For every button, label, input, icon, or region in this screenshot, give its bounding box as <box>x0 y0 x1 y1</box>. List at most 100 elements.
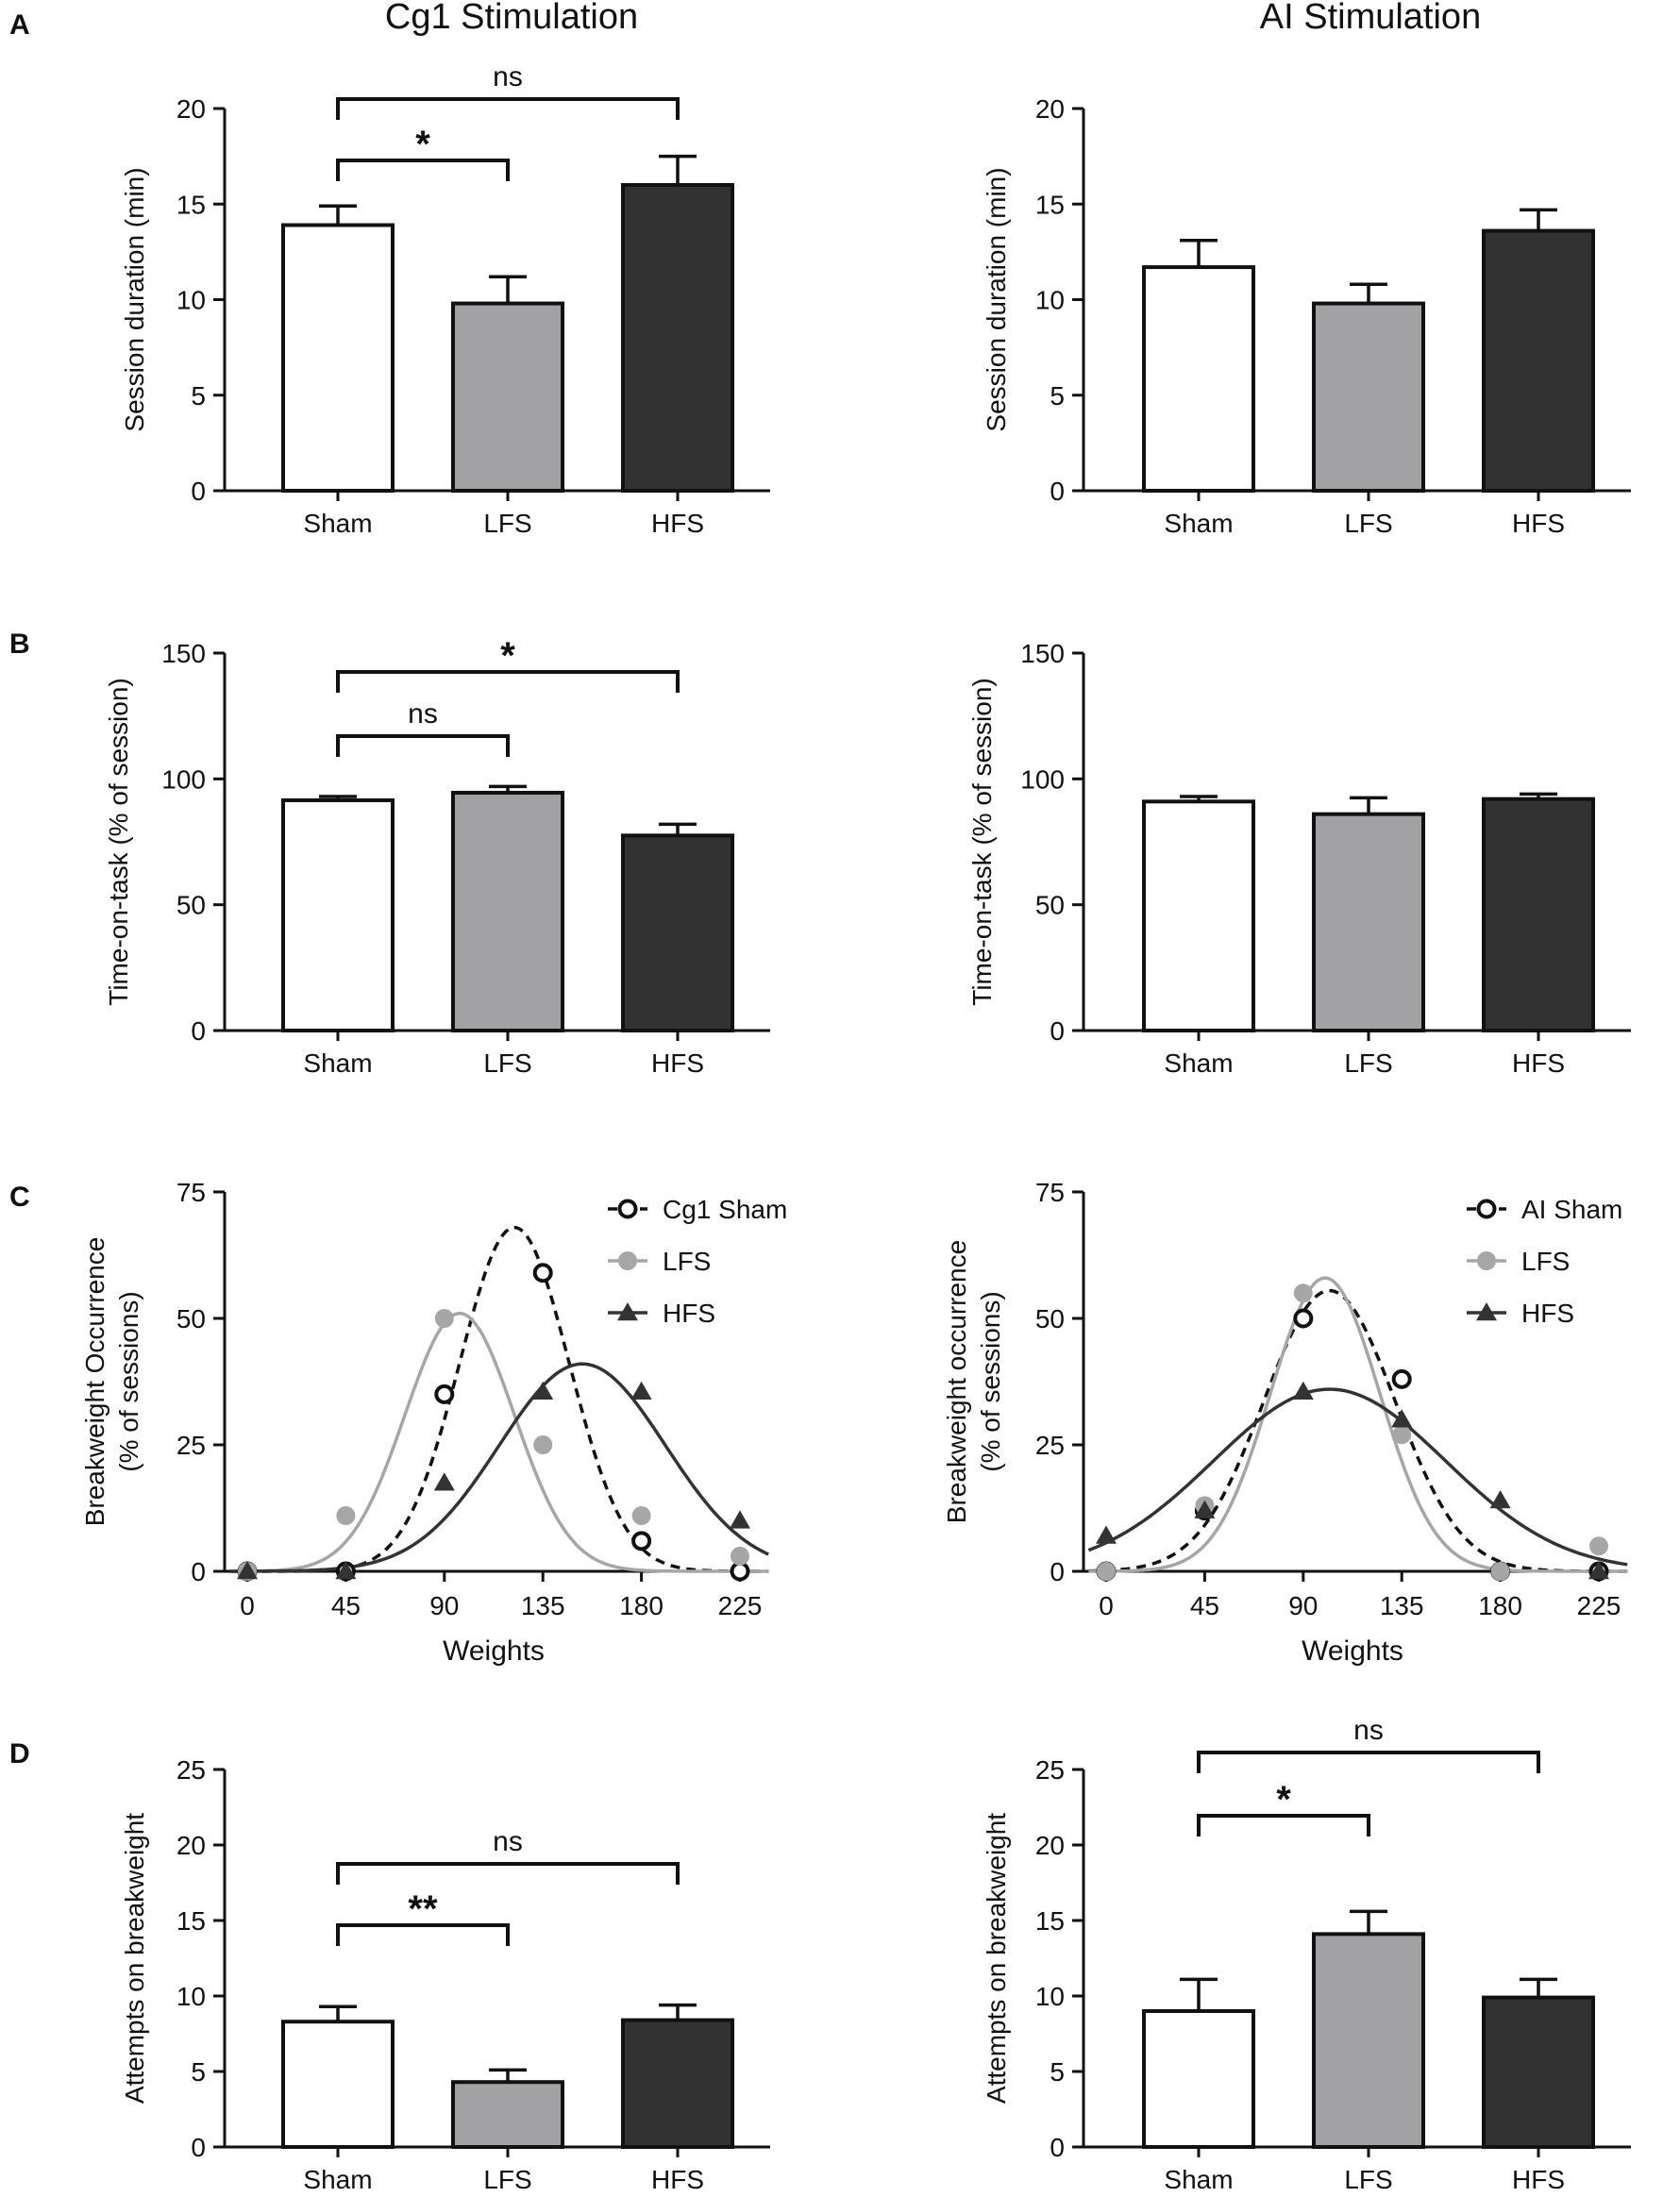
point-hfs <box>630 1381 652 1400</box>
chart-D-right: 0 5 10 15 20 25 Attempts on breakweight Sham LFS… <box>982 1715 1631 2194</box>
bar-hfs <box>621 183 734 493</box>
y-tick-label: 25 <box>176 1755 206 1785</box>
panel-letter-c: C <box>9 1182 30 1213</box>
bar-hfs <box>621 2018 734 2150</box>
point-hfs <box>730 1510 750 1529</box>
y-tick-label: 75 <box>1035 1178 1065 1207</box>
y-tick-label: 20 <box>1035 1831 1065 1860</box>
chart-C-right: 0 25 50 75 0 45 90 135 180 225 Weights Breakweight … <box>942 1178 1628 1667</box>
bar-sham <box>1142 265 1255 494</box>
chart-A-right: 0 5 10 15 20 Session duration (min) Sham LFS HFS <box>982 94 1631 538</box>
y-tick-label: 5 <box>191 2057 206 2087</box>
x-tick-label: 0 <box>240 1591 255 1620</box>
x-tick-label-sham: Sham <box>1164 2165 1233 2194</box>
legend-marker <box>1476 1199 1497 1219</box>
y-tick-label: 0 <box>1050 1016 1065 1046</box>
y-tick-label: 150 <box>1020 639 1065 668</box>
x-tick-label-sham: Sham <box>1164 1048 1233 1078</box>
y-tick-label: 10 <box>176 1982 206 2011</box>
point-hfs <box>1194 1500 1216 1518</box>
y-tick-label: 0 <box>191 477 206 506</box>
point-ai-sham <box>1293 1308 1314 1329</box>
bar-hfs <box>1482 1995 1595 2150</box>
y-tick-label: 15 <box>1035 190 1065 219</box>
y-tick-label: 50 <box>1035 891 1065 920</box>
fit-curve-hfs <box>229 1362 769 1573</box>
y-axis-label: Session duration (min) <box>120 167 149 431</box>
significance-bracket <box>336 1862 680 1885</box>
bar-hfs <box>1482 797 1595 1033</box>
fit-curve-lfs <box>1088 1276 1628 1573</box>
x-tick-label: 0 <box>1099 1591 1114 1620</box>
significance-label: ns <box>1353 1715 1384 1746</box>
y-tick-label: 5 <box>1050 2057 1065 2087</box>
legend-label-lfs: LFS <box>1521 1247 1570 1276</box>
x-tick-label: 180 <box>1478 1591 1522 1620</box>
bar-sham <box>1142 2009 1255 2149</box>
significance-label: * <box>500 635 515 677</box>
charts-layer: 0 5 10 15 20 Session duration (min) Sham LFS HFS… <box>80 61 1631 2194</box>
point-lfs <box>631 1506 651 1526</box>
x-axis-label: Weights <box>443 1635 545 1667</box>
y-tick-label: 25 <box>1035 1431 1065 1460</box>
point-hfs <box>237 1561 258 1580</box>
x-tick-label-hfs: HFS <box>651 509 704 538</box>
chart-C-left: 0 25 50 75 0 45 90 135 180 225 Weights Breakweight … <box>80 1178 787 1667</box>
y-tick-label: 20 <box>1035 94 1065 124</box>
bar-sham <box>1142 799 1255 1032</box>
point-cg1-sham <box>434 1384 455 1404</box>
y-tick-label: 20 <box>176 1831 206 1860</box>
point-hfs <box>1489 1489 1511 1509</box>
y-tick-label: 10 <box>176 286 206 315</box>
y-axis-label: Attempts on breakweight <box>120 1813 149 2104</box>
x-tick-label-lfs: LFS <box>483 2165 531 2194</box>
column-title-ai: AI Stimulation <box>1260 0 1481 37</box>
y-tick-label: 150 <box>161 639 206 668</box>
y-axis-label: Attempts on breakweight <box>982 1813 1011 2104</box>
x-tick-label-lfs: LFS <box>1344 509 1392 538</box>
x-tick-label: 225 <box>1577 1591 1621 1620</box>
x-tick-label: 45 <box>1190 1591 1219 1620</box>
legend-marker <box>617 1199 638 1219</box>
chart-B-right: 0 50 100 150 Time-on-task (% of session) Sham… <box>967 639 1631 1078</box>
bar-sham <box>281 223 395 493</box>
x-tick-label-hfs: HFS <box>1512 2165 1565 2194</box>
legend-label-lfs: LFS <box>663 1247 711 1276</box>
y-axis-label: Breakweight occurrence <box>942 1240 971 1523</box>
x-tick-label-lfs: LFS <box>483 1048 531 1078</box>
y-tick-label: 25 <box>176 1431 206 1460</box>
legend-label-hfs: HFS <box>663 1299 715 1328</box>
x-tick-label-sham: Sham <box>1164 509 1233 538</box>
x-tick-label: 90 <box>429 1591 459 1620</box>
x-tick-label: 135 <box>521 1591 565 1620</box>
significance-label: * <box>415 124 430 165</box>
significance-label: ** <box>408 1888 438 1930</box>
y-axis-label-line2: (% of sessions) <box>114 1291 143 1471</box>
significance-bracket <box>336 670 680 693</box>
bar-hfs <box>621 833 734 1032</box>
bar-lfs <box>1312 812 1425 1033</box>
chart-D-left: 0 5 10 15 20 25 Attempts on breakweight Sham LFS… <box>120 1755 770 2194</box>
point-hfs <box>335 1561 357 1580</box>
y-tick-label: 50 <box>1035 1304 1065 1333</box>
fit-curve-cg1-sham <box>229 1225 769 1573</box>
x-tick-label: 225 <box>718 1591 763 1620</box>
point-lfs <box>336 1506 356 1526</box>
y-tick-label: 50 <box>176 1304 206 1333</box>
point-lfs <box>1097 1562 1116 1581</box>
y-tick-label: 100 <box>161 764 206 794</box>
y-tick-label: 0 <box>191 1557 206 1586</box>
x-tick-label-hfs: HFS <box>1512 509 1565 538</box>
panel-letter-d: D <box>9 1738 30 1769</box>
panel-letter-a: A <box>9 9 30 41</box>
x-tick-label-lfs: LFS <box>1344 1048 1392 1078</box>
point-cg1-sham <box>532 1263 553 1283</box>
y-tick-label: 15 <box>176 190 206 219</box>
x-tick-label: 180 <box>619 1591 664 1620</box>
panel-letter-b: B <box>9 629 30 660</box>
chart-A-left: 0 5 10 15 20 Session duration (min) Sham LFS HFS… <box>120 61 770 538</box>
y-tick-label: 15 <box>1035 1906 1065 1936</box>
significance-bracket <box>336 734 510 757</box>
legend-marker <box>1476 1302 1497 1321</box>
x-tick-label-lfs: LFS <box>483 509 531 538</box>
